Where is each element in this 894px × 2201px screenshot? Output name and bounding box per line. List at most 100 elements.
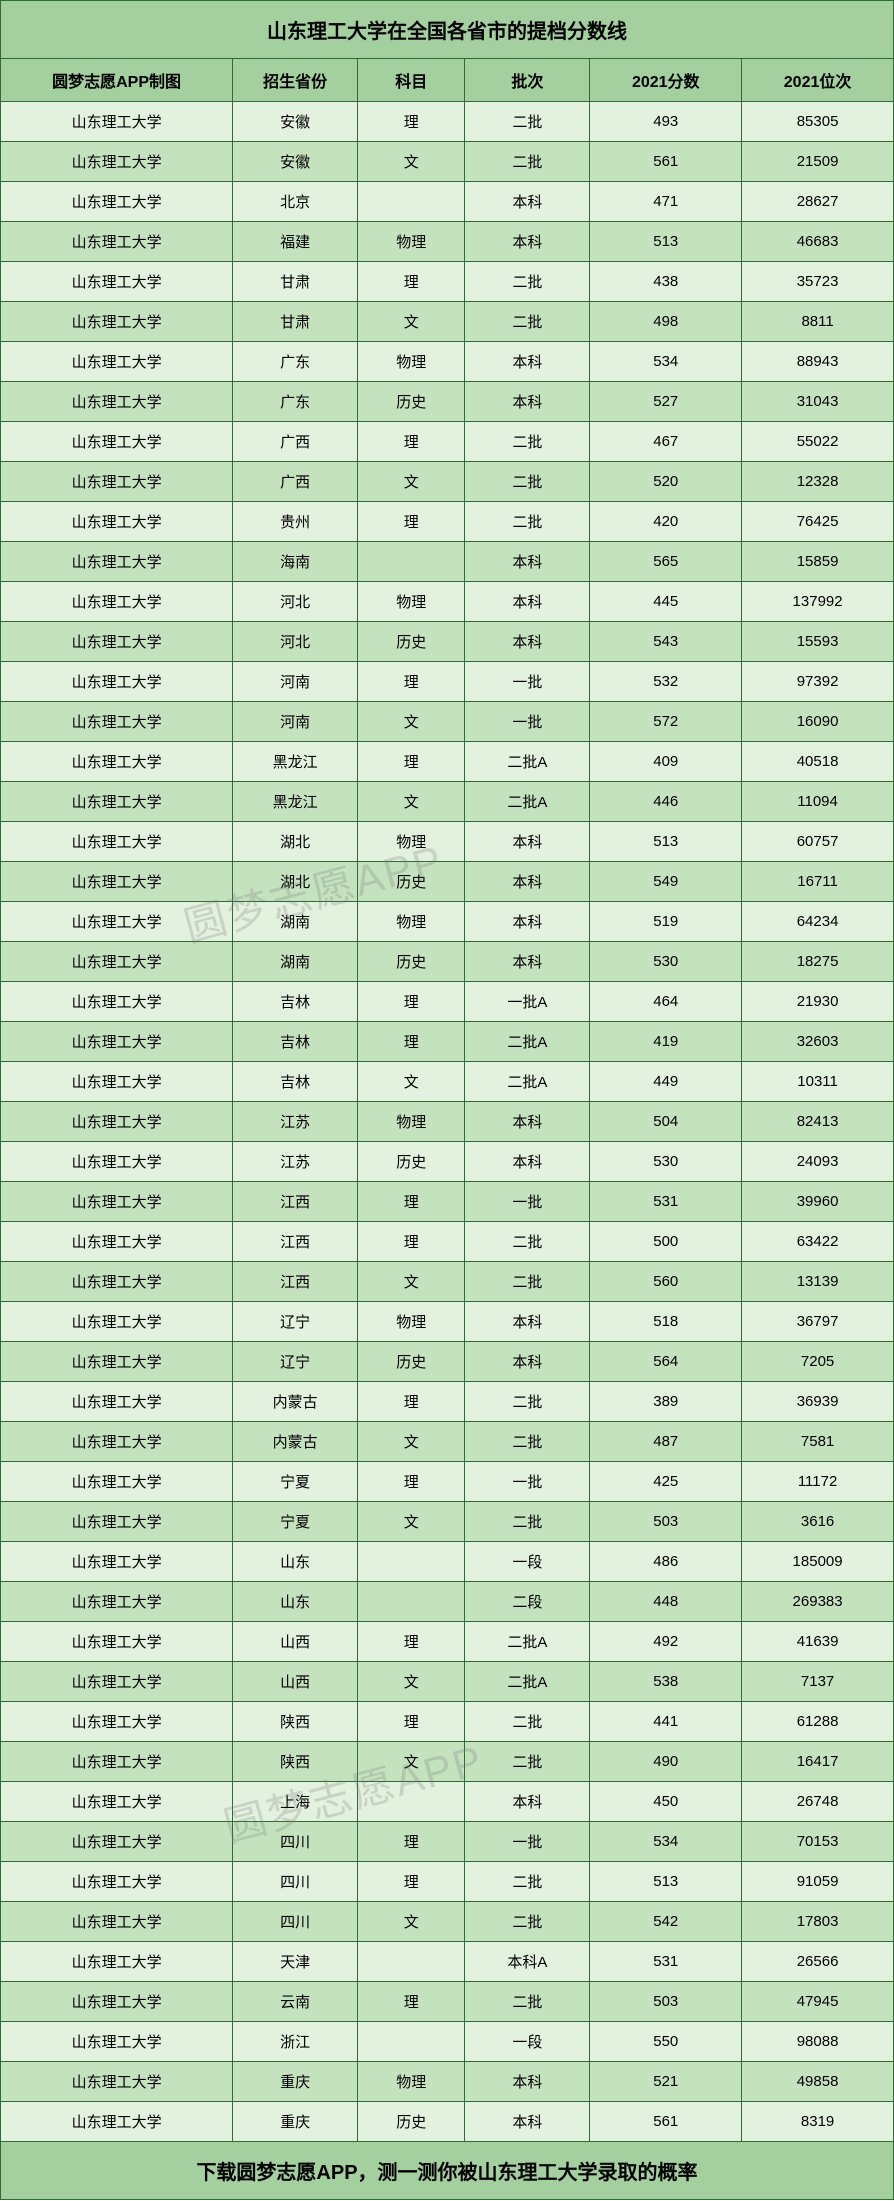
cell: 山东: [233, 1542, 358, 1582]
cell: 物理: [358, 1302, 465, 1342]
table-row: 山东理工大学黑龙江文二批A44611094: [1, 782, 894, 822]
cell: 二批: [465, 1262, 590, 1302]
cell: 山东理工大学: [1, 662, 233, 702]
table-row: 山东理工大学山西理二批A49241639: [1, 1622, 894, 1662]
cell: 本科: [465, 382, 590, 422]
cell: 理: [358, 1622, 465, 1662]
cell: 本科: [465, 822, 590, 862]
cell: 二批: [465, 1902, 590, 1942]
cell: 18275: [742, 942, 894, 982]
col-header-1: 招生省份: [233, 59, 358, 102]
cell: 269383: [742, 1582, 894, 1622]
cell: 10311: [742, 1062, 894, 1102]
cell: 理: [358, 1822, 465, 1862]
cell: 137992: [742, 582, 894, 622]
cell: 山东理工大学: [1, 1502, 233, 1542]
cell: 广东: [233, 382, 358, 422]
cell: 山东理工大学: [1, 1302, 233, 1342]
cell: 山东理工大学: [1, 1102, 233, 1142]
cell: 山东理工大学: [1, 942, 233, 982]
col-header-0: 圆梦志愿APP制图: [1, 59, 233, 102]
cell: 450: [590, 1782, 742, 1822]
cell: 本科: [465, 1342, 590, 1382]
cell: 文: [358, 1662, 465, 1702]
cell: 河北: [233, 582, 358, 622]
cell: 448: [590, 1582, 742, 1622]
cell: 467: [590, 422, 742, 462]
cell: 理: [358, 262, 465, 302]
cell: 389: [590, 1382, 742, 1422]
table-row: 山东理工大学吉林理二批A41932603: [1, 1022, 894, 1062]
cell: 河北: [233, 622, 358, 662]
table-row: 山东理工大学山东一段486185009: [1, 1542, 894, 1582]
cell: 185009: [742, 1542, 894, 1582]
cell: 山东理工大学: [1, 1262, 233, 1302]
cell: 70153: [742, 1822, 894, 1862]
table-row: 山东理工大学辽宁物理本科51836797: [1, 1302, 894, 1342]
col-header-3: 批次: [465, 59, 590, 102]
cell: 513: [590, 222, 742, 262]
cell: 446: [590, 782, 742, 822]
cell: 二批: [465, 1702, 590, 1742]
cell: 一批: [465, 662, 590, 702]
cell: 二批: [465, 1742, 590, 1782]
cell: 一段: [465, 1542, 590, 1582]
cell: [358, 2022, 465, 2062]
cell: 7137: [742, 1662, 894, 1702]
cell: 本科: [465, 902, 590, 942]
cell: 甘肃: [233, 302, 358, 342]
cell: 98088: [742, 2022, 894, 2062]
cell: 四川: [233, 1822, 358, 1862]
cell: 山东理工大学: [1, 742, 233, 782]
cell: 历史: [358, 622, 465, 662]
cell: 山东理工大学: [1, 182, 233, 222]
cell: 63422: [742, 1222, 894, 1262]
cell: 513: [590, 1862, 742, 1902]
cell: 河南: [233, 662, 358, 702]
cell: 本科: [465, 582, 590, 622]
cell: 二批A: [465, 742, 590, 782]
cell: [358, 1782, 465, 1822]
cell: 534: [590, 342, 742, 382]
cell: 物理: [358, 342, 465, 382]
cell: 一批: [465, 1182, 590, 1222]
cell: 广西: [233, 422, 358, 462]
cell: 物理: [358, 902, 465, 942]
cell: 二批A: [465, 1062, 590, 1102]
cell: 445: [590, 582, 742, 622]
cell: 四川: [233, 1902, 358, 1942]
cell: 四川: [233, 1862, 358, 1902]
cell: 518: [590, 1302, 742, 1342]
cell: 二批: [465, 1502, 590, 1542]
cell: 历史: [358, 942, 465, 982]
cell: 本科: [465, 182, 590, 222]
cell: 山东理工大学: [1, 222, 233, 262]
cell: 565: [590, 542, 742, 582]
table-row: 山东理工大学山东二段448269383: [1, 1582, 894, 1622]
table-row: 山东理工大学湖南历史本科53018275: [1, 942, 894, 982]
cell: 山东理工大学: [1, 1702, 233, 1742]
cell: 山东理工大学: [1, 2022, 233, 2062]
table-row: 山东理工大学安徽理二批49385305: [1, 102, 894, 142]
cell: 山东理工大学: [1, 582, 233, 622]
cell: 黑龙江: [233, 782, 358, 822]
table-row: 山东理工大学江西理一批53139960: [1, 1182, 894, 1222]
table-row: 山东理工大学山西文二批A5387137: [1, 1662, 894, 1702]
cell: 山东理工大学: [1, 862, 233, 902]
cell: 493: [590, 102, 742, 142]
cell: 文: [358, 702, 465, 742]
cell: 江西: [233, 1222, 358, 1262]
cell: 理: [358, 1182, 465, 1222]
cell: 97392: [742, 662, 894, 702]
cell: 二批: [465, 142, 590, 182]
cell: 吉林: [233, 1062, 358, 1102]
cell: 宁夏: [233, 1502, 358, 1542]
col-header-5: 2021位次: [742, 59, 894, 102]
cell: 二批: [465, 462, 590, 502]
cell: 464: [590, 982, 742, 1022]
table-row: 山东理工大学河南理一批53297392: [1, 662, 894, 702]
table-row: 山东理工大学浙江一段55098088: [1, 2022, 894, 2062]
cell: 24093: [742, 1142, 894, 1182]
table-row: 山东理工大学河北历史本科54315593: [1, 622, 894, 662]
table-row: 山东理工大学宁夏文二批5033616: [1, 1502, 894, 1542]
